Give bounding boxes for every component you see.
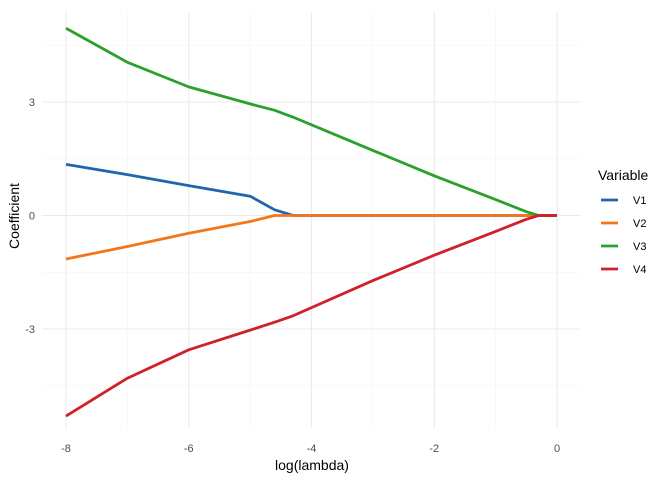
y-axis-title: Coefficient — [6, 183, 22, 249]
grid — [42, 12, 581, 428]
x-tick-label: -6 — [184, 443, 194, 455]
x-tick-label: -2 — [429, 443, 439, 455]
legend-label-v3: V3 — [633, 241, 646, 253]
series-line-v3 — [65, 26, 557, 217]
y-tick-label: -3 — [25, 324, 35, 336]
legend-label-v2: V2 — [633, 218, 646, 230]
legend-title: Variable — [598, 167, 649, 183]
series-line-v4 — [65, 214, 557, 418]
series-lines — [65, 26, 557, 418]
x-axis-ticks: -8 -6 -4 -2 0 — [61, 443, 560, 455]
y-tick-label: 3 — [29, 97, 35, 109]
legend-items: V1 V2 V3 V4 — [601, 195, 646, 276]
legend: Variable V1 V2 V3 V4 — [598, 167, 649, 276]
x-axis-title: log(lambda) — [275, 457, 349, 473]
y-axis-ticks: -3 0 3 — [25, 97, 35, 336]
x-tick-label: -8 — [61, 443, 71, 455]
legend-label-v1: V1 — [633, 195, 646, 207]
y-tick-label: 0 — [29, 211, 35, 223]
x-tick-label: -4 — [307, 443, 317, 455]
legend-label-v4: V4 — [633, 264, 646, 276]
x-tick-label: 0 — [554, 443, 560, 455]
series-line-v2 — [65, 214, 557, 261]
